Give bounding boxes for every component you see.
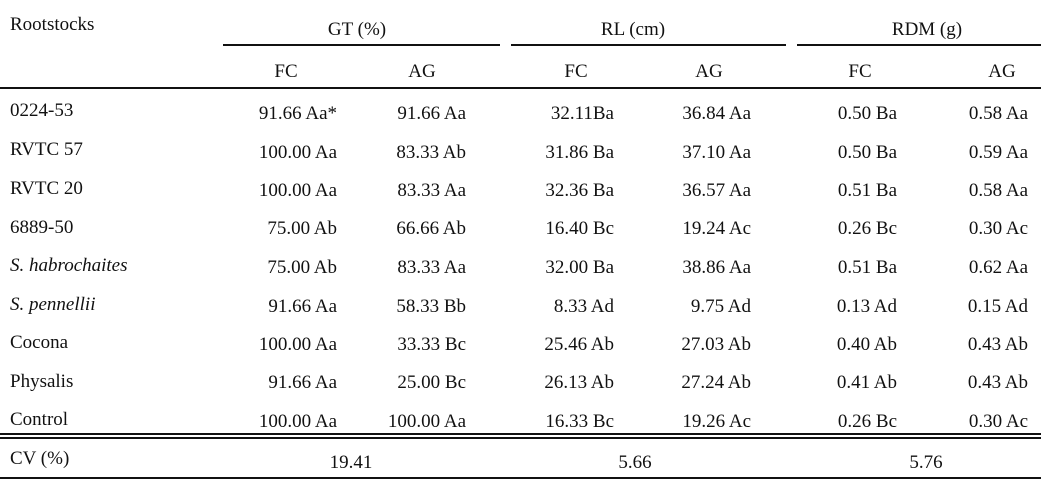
column-subheader: FC [848, 61, 872, 82]
rootstock-name: S. pennellii [10, 294, 96, 315]
table-cell: 32.11Ba [550, 103, 614, 124]
rootstock-name: RVTC 20 [10, 178, 83, 199]
table-cell: 25.46 Ab [544, 334, 614, 355]
table-cell: 36.84 Aa [682, 103, 751, 124]
table-cell: 8.33 Ad [553, 296, 614, 317]
table-cell: 83.33 Ab [396, 142, 466, 163]
table-cell: 75.00 Ab [267, 218, 337, 239]
table-cell: 33.33 Bc [397, 334, 466, 355]
rule-before-cv-2 [0, 437, 1041, 439]
table-cell: 25.00 Bc [397, 372, 466, 393]
table-cell: 38.86 Aa [682, 257, 751, 278]
rule-under-group-rdm [797, 44, 1041, 46]
rootstock-name: 6889-50 [10, 217, 74, 238]
rule-header-bottom [0, 87, 1041, 89]
table-cell: 0.58 Aa [968, 103, 1028, 124]
table-cell: 0.40 Ab [836, 334, 897, 355]
rootstock-name: 0224-53 [10, 100, 74, 121]
group-header: RL (cm) [600, 19, 666, 40]
rootstock-name: Cocona [10, 332, 69, 353]
table-cell: 0.26 Bc [837, 218, 897, 239]
table-cell: 0.13 Ad [836, 296, 897, 317]
rule-table-bottom [0, 477, 1041, 479]
table-cell: 0.43 Ab [967, 372, 1028, 393]
table-cell: 58.33 Bb [396, 296, 466, 317]
table-cell: 27.03 Ab [681, 334, 751, 355]
table-cell: 0.43 Ab [967, 334, 1028, 355]
column-subheader: FC [274, 61, 298, 82]
column-subheader: AG [408, 61, 436, 82]
table-cell: 0.26 Bc [837, 411, 897, 432]
table-cell: 75.00 Ab [267, 257, 337, 278]
table-cell: 83.33 Aa [397, 180, 466, 201]
group-header: RDM (g) [891, 19, 963, 40]
rootstock-name: Control [10, 409, 69, 430]
column-subheader: AG [695, 61, 723, 82]
table-cell: 0.51 Ba [837, 180, 897, 201]
table-cell: 26.13 Ab [544, 372, 614, 393]
table-cell: 91.66 Aa* [258, 103, 337, 124]
table-cell: 91.66 Aa [268, 372, 337, 393]
rule-under-group-gt [223, 44, 500, 46]
table-cell: 91.66 Aa [397, 103, 466, 124]
table-cell: 16.33 Bc [545, 411, 614, 432]
rootstock-name: Physalis [10, 371, 74, 392]
table-cell: 100.00 Aa [258, 180, 337, 201]
rootstock-name: S. habrochaites [10, 255, 128, 276]
table-cell: 19.24 Ac [682, 218, 751, 239]
table-cell: 0.50 Ba [837, 103, 897, 124]
group-header: GT (%) [327, 19, 387, 40]
table-cell: 100.00 Aa [258, 142, 337, 163]
table-cell: 16.40 Bc [545, 218, 614, 239]
rule-before-cv-1 [0, 433, 1041, 435]
column-subheader: FC [564, 61, 588, 82]
cv-value: 5.66 [618, 452, 652, 473]
table-cell: 66.66 Ab [396, 218, 466, 239]
row-header-label: Rootstocks [10, 14, 95, 35]
table-cell: 0.50 Ba [837, 142, 897, 163]
table-cell: 100.00 Aa [387, 411, 466, 432]
table-cell: 31.86 Ba [545, 142, 614, 163]
table-cell: 100.00 Aa [258, 334, 337, 355]
table-cell: 36.57 Aa [682, 180, 751, 201]
table-cell: 0.62 Aa [968, 257, 1028, 278]
column-subheader: AG [988, 61, 1016, 82]
rule-under-group-rl [511, 44, 786, 46]
table-cell: 83.33 Aa [397, 257, 466, 278]
table-cell: 100.00 Aa [258, 411, 337, 432]
table-cell: 0.15 Ad [967, 296, 1028, 317]
table-cell: 0.59 Aa [968, 142, 1028, 163]
table-cell: 91.66 Aa [268, 296, 337, 317]
table-cell: 0.51 Ba [837, 257, 897, 278]
table-cell: 0.30 Ac [968, 411, 1028, 432]
table-cell: 27.24 Ab [681, 372, 751, 393]
table-cell: 37.10 Aa [682, 142, 751, 163]
table-cell: 0.58 Aa [968, 180, 1028, 201]
cv-value: 19.41 [329, 452, 373, 473]
table-cell: 32.36 Ba [545, 180, 614, 201]
table-cell: 9.75 Ad [690, 296, 751, 317]
table-cell: 32.00 Ba [545, 257, 614, 278]
table-cell: 0.30 Ac [968, 218, 1028, 239]
cv-label: CV (%) [10, 448, 70, 469]
cv-value: 5.76 [909, 452, 943, 473]
table-cell: 0.41 Ab [836, 372, 897, 393]
table-cell: 19.26 Ac [682, 411, 751, 432]
rootstock-name: RVTC 57 [10, 139, 83, 160]
